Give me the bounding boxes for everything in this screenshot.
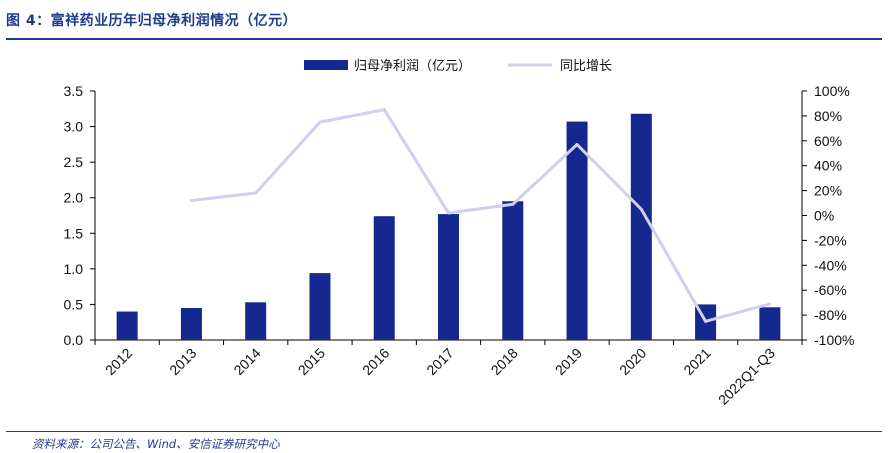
bar-series	[116, 113, 781, 340]
x-tick-label: 2022Q1-Q3	[715, 345, 778, 408]
x-tick-label: 2013	[166, 345, 199, 378]
source-rule	[6, 431, 882, 432]
growth-point-2018	[511, 202, 515, 206]
growth-line	[191, 108, 771, 323]
line-series	[189, 108, 772, 323]
left-tick-label: 1.0	[64, 261, 84, 277]
growth-point-2017	[447, 211, 450, 215]
bar-2014	[245, 302, 267, 340]
right-tick-label: -80%	[814, 307, 847, 323]
growth-point-2014	[254, 191, 258, 195]
right-tick-label: 80%	[814, 108, 842, 124]
right-tick-label: 40%	[814, 158, 842, 174]
left-tick-label: 2.0	[64, 190, 84, 206]
x-tick-label: 2016	[359, 345, 392, 378]
right-tick-label: 60%	[814, 133, 842, 149]
left-tick-label: 3.5	[64, 83, 84, 99]
right-tick-label: -100%	[814, 332, 854, 348]
right-tick-label: 20%	[814, 183, 842, 199]
x-tick-label: 2017	[423, 345, 456, 378]
bar-2018	[502, 201, 524, 340]
left-tick-label: 3.0	[64, 119, 84, 135]
bar-2012	[116, 311, 138, 340]
right-tick-label: -40%	[814, 257, 847, 273]
right-tick-label: -60%	[814, 282, 847, 298]
growth-point-2015	[318, 120, 322, 124]
x-tick-label: 2021	[680, 345, 713, 378]
legend-bar-label: 归母净利润（亿元）	[354, 59, 471, 74]
legend-line-label: 同比增长	[560, 59, 612, 74]
growth-point-2021	[704, 319, 708, 323]
growth-point-2022Q1-Q3	[768, 302, 772, 306]
bar-2020	[630, 113, 652, 340]
bar-2019	[566, 121, 588, 340]
left-tick-label: 1.5	[64, 225, 84, 241]
bar-2017	[438, 214, 459, 340]
x-tick-label: 2019	[552, 345, 585, 378]
growth-point-2019	[575, 143, 579, 147]
source-note: 资料来源：公司公告、Wind、安信证券研究中心	[32, 437, 280, 451]
bar-2013	[180, 307, 202, 340]
left-tick-label: 2.5	[64, 154, 84, 170]
legend-bar-swatch	[304, 60, 348, 70]
right-tick-label: 0%	[814, 208, 834, 224]
right-tick-label: -20%	[814, 232, 847, 248]
bar-2016	[373, 216, 395, 340]
growth-point-2020	[639, 207, 643, 211]
x-tick-label: 2020	[616, 345, 649, 378]
left-tick-label: 0.0	[64, 332, 84, 348]
legend: 归母净利润（亿元） 同比增长	[304, 59, 612, 74]
right-tick-label: 100%	[814, 83, 850, 99]
x-tick-label: 2018	[488, 345, 521, 378]
x-tick-label: 2015	[295, 345, 328, 378]
growth-point-2013	[189, 199, 193, 203]
x-tick-label: 2014	[230, 345, 263, 378]
bar-2015	[309, 273, 331, 340]
left-tick-label: 0.5	[64, 296, 84, 312]
title-rule	[6, 38, 882, 40]
figure-title: 图 4：富祥药业历年归母净利润情况（亿元）	[6, 13, 298, 29]
x-tick-label: 2012	[102, 345, 135, 378]
bar-2022Q1-Q3	[759, 307, 781, 340]
growth-point-2016	[382, 108, 386, 112]
